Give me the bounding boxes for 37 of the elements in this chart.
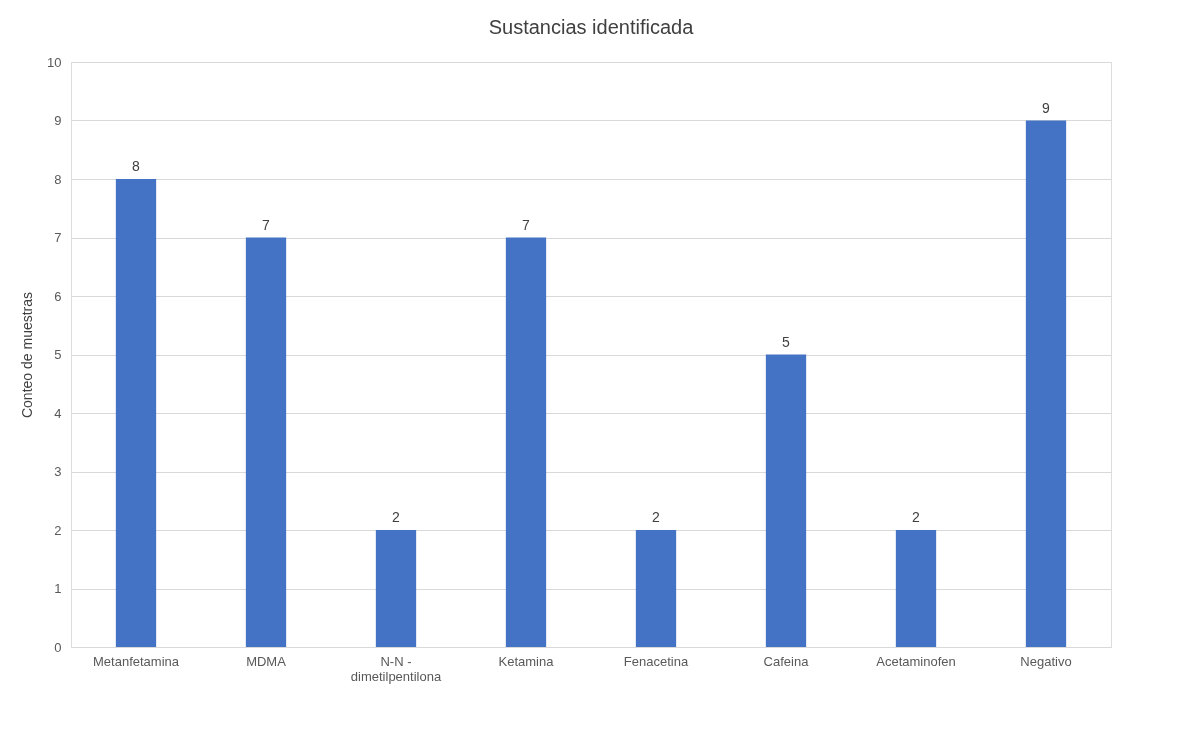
bar — [895, 530, 937, 647]
data-label: 8 — [132, 158, 141, 174]
data-label: 2 — [392, 509, 401, 525]
y-tick-label: 6 — [54, 288, 62, 304]
x-tick-label: Cafeina — [763, 653, 810, 669]
bar — [245, 237, 287, 647]
data-label: 2 — [912, 509, 921, 525]
bar — [765, 354, 807, 647]
y-tick-label: 5 — [54, 347, 62, 362]
bar — [115, 179, 157, 647]
y-axis-title: Conteo de muestras — [19, 291, 36, 419]
y-tick-label: 8 — [54, 171, 62, 187]
x-tick-label: Metanfetamina — [93, 653, 180, 669]
x-tick-label: Ketamina — [498, 653, 555, 669]
y-tick-label: 10 — [47, 54, 62, 70]
bar — [505, 237, 547, 647]
y-tick-label: 0 — [54, 639, 62, 655]
y-tick-label: 3 — [54, 464, 62, 479]
y-tick-label: 4 — [54, 405, 62, 421]
bar — [635, 530, 677, 647]
x-tick-label: Negativo — [1020, 653, 1072, 669]
y-tick-label: 9 — [54, 113, 62, 128]
chart-title: Sustancias identificada — [488, 16, 695, 38]
bar — [375, 530, 417, 647]
y-tick-label: 7 — [54, 230, 62, 245]
x-tick-label: MDMA — [246, 653, 287, 669]
x-tick-label: Fenacetina — [623, 653, 689, 669]
x-tick-label: Acetaminofen — [876, 653, 956, 669]
data-label: 7 — [262, 216, 271, 233]
y-tick-label: 2 — [54, 522, 62, 538]
data-label: 2 — [652, 509, 661, 525]
bar — [1025, 120, 1067, 647]
x-tick-label: N-N - dimetilpentilona — [350, 653, 442, 684]
data-label: 7 — [522, 216, 531, 233]
data-label: 9 — [1042, 99, 1051, 116]
y-tick-label: 1 — [54, 581, 62, 596]
data-label: 5 — [782, 333, 791, 350]
